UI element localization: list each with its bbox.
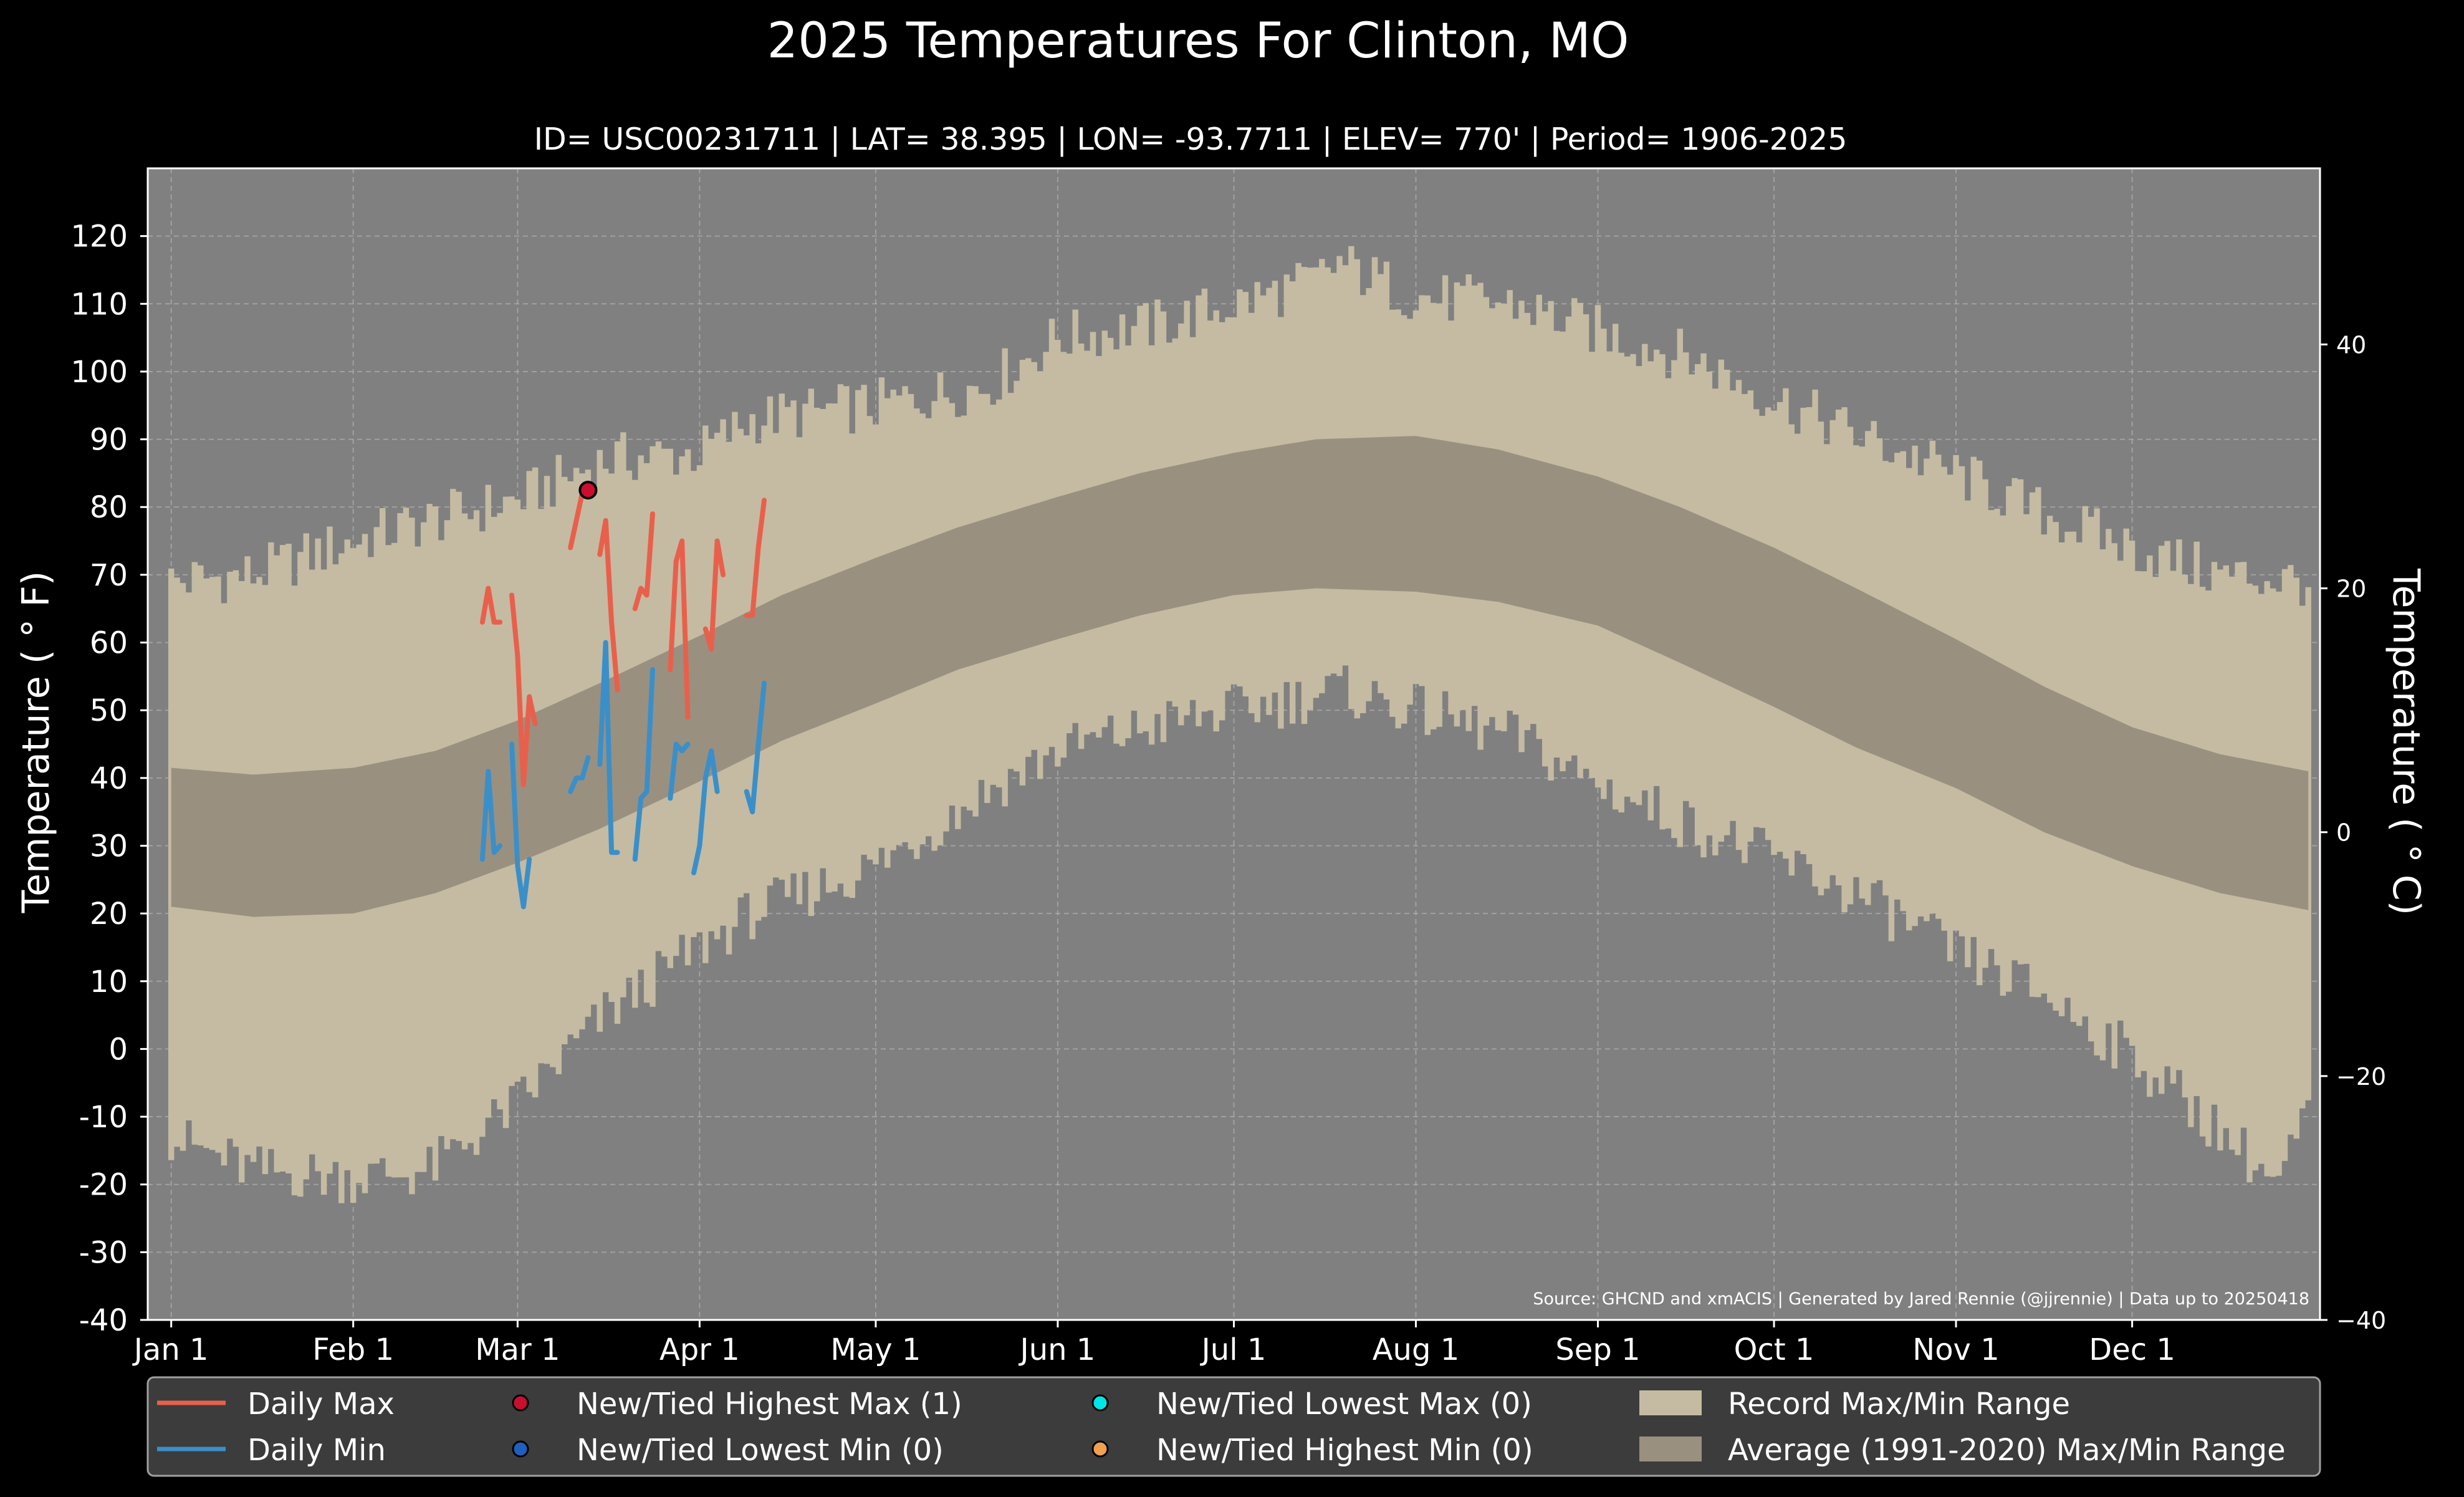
legend-item: Daily Min — [157, 1433, 386, 1468]
x-tick-label: Jul 1 — [1200, 1332, 1267, 1367]
daily-min-line — [509, 741, 532, 910]
chart-title: 2025 Temperatures For Clinton, MO — [767, 13, 1629, 69]
daily-min-line — [479, 769, 503, 862]
legend-label: New/Tied Lowest Min (0) — [577, 1433, 944, 1468]
y-tick-label: 40 — [90, 761, 128, 796]
y-tick-label: 80 — [90, 490, 128, 525]
y-tick-label: 0 — [108, 1032, 128, 1067]
legend-item: New/Tied Lowest Max (0) — [1091, 1387, 1532, 1422]
x-tick-label: Nov 1 — [1912, 1332, 1999, 1367]
y-tick-label: -10 — [79, 1100, 128, 1135]
new-highest-max-point — [578, 481, 598, 500]
daily-max-line — [702, 538, 726, 652]
y-axis-label-left: Temperature ( ° F) — [14, 571, 58, 914]
record-max-min-range — [168, 246, 2311, 1203]
legend-item: New/Tied Lowest Min (0) — [512, 1433, 944, 1468]
right-tick-label: −20 — [2336, 1063, 2386, 1090]
legend-label: New/Tied Lowest Max (0) — [1156, 1387, 1532, 1422]
daily-min-line — [632, 667, 655, 862]
daily-max-line — [597, 518, 620, 693]
legend-dot-swatch — [512, 1440, 529, 1458]
legend-label: Record Max/Min Range — [1728, 1387, 2070, 1422]
legend-item: Daily Max — [157, 1387, 395, 1422]
legend-item: New/Tied Highest Min (0) — [1091, 1433, 1533, 1468]
legend-box — [146, 1376, 2321, 1477]
daily-max-line — [479, 585, 503, 625]
right-tick-label: 40 — [2336, 331, 2366, 359]
right-tick-label: −40 — [2336, 1307, 2386, 1334]
y-tick-label: 60 — [90, 626, 128, 661]
plot-area — [148, 168, 2320, 1321]
y-tick-label: 100 — [70, 355, 128, 390]
legend-label: New/Tied Highest Min (0) — [1156, 1433, 1533, 1468]
y-tick-label: 110 — [70, 287, 128, 322]
daily-min-line — [568, 755, 591, 794]
legend-label: Daily Min — [247, 1433, 386, 1468]
legend-item: Average (1991-2020) Max/Min Range — [1639, 1433, 2286, 1468]
x-tick-label: May 1 — [830, 1332, 921, 1367]
x-tick-label: Feb 1 — [312, 1332, 394, 1367]
axes: -40 -30 -20 -10 0 10 20 30 40 50 60 70 80 90 100 110 120… — [70, 167, 2386, 1367]
daily-min-series — [479, 640, 767, 910]
x-tick-label: Oct 1 — [1734, 1332, 1814, 1367]
legend-dot-swatch — [1091, 1440, 1109, 1458]
y-axis-label-right: Temperature ( ° C) — [2384, 568, 2428, 915]
x-tick-label: Aug 1 — [1373, 1332, 1460, 1367]
legend-item: Record Max/Min Range — [1639, 1387, 2070, 1422]
legend: Daily Max New/Tied Highest Max (1) New/Tie… — [146, 1376, 2321, 1477]
daily-min-line — [668, 741, 691, 801]
legend-dot-swatch — [1091, 1394, 1109, 1412]
y-tick-label: 10 — [90, 965, 128, 999]
y-tick-label: -20 — [79, 1168, 128, 1203]
y-tick-label: 20 — [90, 897, 128, 931]
legend-dot-swatch — [512, 1394, 529, 1412]
daily-max-line — [668, 538, 691, 720]
legend-patch-swatch — [1639, 1390, 1702, 1415]
average-max-min-range — [171, 436, 2309, 917]
daily-min-line — [597, 640, 620, 855]
y-tick-label: 70 — [90, 558, 128, 593]
x-tick-label: Jun 1 — [1019, 1332, 1096, 1367]
x-tick-label: Sep 1 — [1555, 1332, 1640, 1367]
daily-max-line — [568, 491, 585, 551]
legend-label: New/Tied Highest Max (1) — [577, 1387, 962, 1422]
x-tick-label: Dec 1 — [2089, 1332, 2175, 1367]
legend-patch-swatch — [1639, 1437, 1702, 1461]
legend-label: Daily Max — [247, 1387, 395, 1422]
x-tick-label: Apr 1 — [659, 1332, 740, 1367]
x-tick-label: Mar 1 — [475, 1332, 560, 1367]
daily-min-line — [744, 680, 767, 815]
right-tick-label: 20 — [2336, 575, 2366, 603]
chart-subtitle: ID= USC00231711 | LAT= 38.395 | LON= -93… — [534, 122, 1848, 157]
legend-label: Average (1991-2020) Max/Min Range — [1728, 1433, 2286, 1468]
y-tick-label: 90 — [90, 423, 128, 458]
y-tick-label: 30 — [90, 829, 128, 864]
daily-min-line — [691, 748, 720, 875]
daily-max-series — [479, 491, 767, 787]
source-note: Source: GHCND and xmACIS | Generated by … — [1533, 1289, 2309, 1309]
daily-max-line — [509, 592, 538, 787]
y-tick-label: 120 — [70, 219, 128, 254]
daily-max-line — [744, 498, 767, 619]
daily-max-line — [632, 511, 655, 612]
y-tick-label: 50 — [90, 693, 128, 728]
legend-item: New/Tied Highest Max (1) — [512, 1387, 962, 1422]
y-tick-label: -30 — [79, 1235, 128, 1270]
x-tick-label: Jan 1 — [132, 1332, 209, 1367]
right-tick-label: 0 — [2336, 819, 2351, 847]
y-tick-label: -40 — [79, 1303, 128, 1338]
